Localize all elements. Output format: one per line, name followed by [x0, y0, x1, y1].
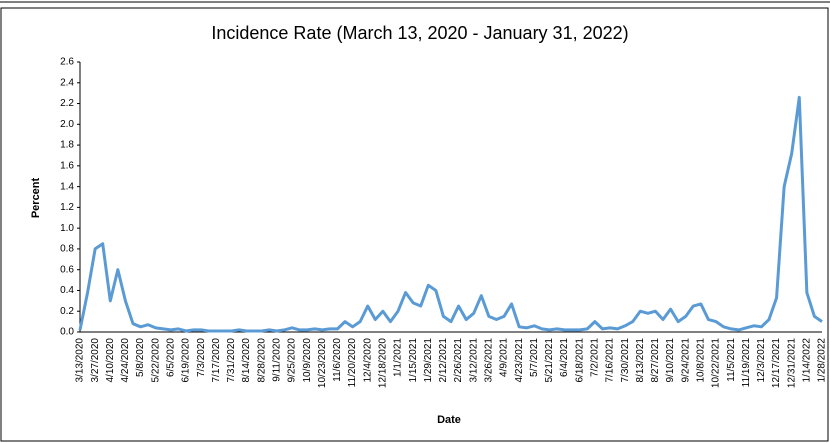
x-tick-label: 4/23/2021 — [514, 338, 525, 383]
x-tick-label: 10/9/2020 — [302, 338, 313, 383]
data-line — [78, 95, 823, 333]
x-tick-label: 6/19/2020 — [181, 338, 192, 383]
x-tick-label: 5/8/2020 — [135, 338, 146, 377]
x-tick-label: 6/5/2020 — [165, 338, 176, 377]
chart-frame — [0, 7, 829, 442]
y-tick-label: 1.0 — [60, 223, 74, 234]
x-tick-label: 3/27/2020 — [90, 338, 101, 383]
x-axis-title: Date — [437, 414, 461, 426]
y-tick-label: 2.2 — [60, 98, 74, 109]
x-tick-label: 11/6/2020 — [332, 338, 343, 382]
x-tick-label: 7/2/2021 — [589, 338, 600, 377]
x-tick-label: 2/12/2021 — [438, 338, 449, 383]
x-tick-label: 4/9/2021 — [499, 338, 510, 377]
x-tick-label: 5/7/2021 — [529, 338, 540, 377]
x-tick-label: 7/16/2021 — [605, 338, 616, 383]
x-tick-label: 12/17/2021 — [771, 338, 782, 388]
x-tick-label: 9/11/2020 — [271, 338, 282, 382]
x-tick-label: 4/24/2020 — [120, 338, 131, 383]
x-tick-label: 5/21/2021 — [544, 338, 555, 383]
x-tick-label: 1/28/2022 — [817, 338, 828, 383]
x-tick-label: 11/20/2020 — [347, 338, 358, 388]
y-tick-label: 0.2 — [60, 306, 74, 317]
x-tick-label: 12/3/2021 — [756, 338, 767, 383]
x-tick-label: 11/19/2021 — [741, 338, 752, 388]
x-tick-label: 12/4/2020 — [362, 338, 373, 383]
x-tick-label: 4/10/2020 — [105, 338, 116, 383]
x-tick-label: 8/27/2021 — [650, 338, 661, 383]
x-tick-label: 2/26/2021 — [453, 338, 464, 383]
x-tick-label: 6/4/2021 — [559, 338, 570, 377]
x-tick-label: 6/18/2021 — [574, 338, 585, 383]
x-tick-label: 9/24/2021 — [680, 338, 691, 383]
y-tick-label: 1.8 — [60, 140, 74, 151]
x-tick-label: 10/22/2021 — [711, 338, 722, 388]
y-axis-title: Percent — [30, 177, 42, 218]
x-tick-label: 7/3/2020 — [196, 338, 207, 377]
y-tick-label: 1.2 — [60, 202, 74, 213]
y-tick-label: 1.4 — [60, 181, 74, 192]
x-tick-label: 7/30/2021 — [620, 338, 631, 383]
x-tick-label: 8/14/2020 — [241, 338, 252, 383]
y-tick-label: 0.4 — [60, 285, 74, 296]
y-tick-label: 0.0 — [60, 327, 74, 338]
x-tick-label: 9/10/2021 — [665, 338, 676, 383]
x-tick-label: 7/17/2020 — [211, 338, 222, 383]
x-tick-label: 10/8/2021 — [695, 338, 706, 383]
x-tick-label: 10/23/2020 — [317, 338, 328, 388]
x-tick-label: 7/31/2020 — [226, 338, 237, 383]
x-tick-label: 3/12/2021 — [468, 338, 479, 383]
x-tick-label: 8/13/2021 — [635, 338, 646, 383]
x-tick-label: 11/5/2021 — [726, 338, 737, 382]
x-tick-label: 3/26/2021 — [483, 338, 494, 383]
y-tick-label: 2.0 — [60, 119, 74, 130]
x-tick-label: 1/14/2022 — [801, 338, 812, 383]
y-tick-label: 0.6 — [60, 264, 74, 275]
x-tick-label: 12/18/2020 — [377, 338, 388, 388]
x-tick-label: 5/22/2020 — [150, 338, 161, 383]
y-tick-label: 1.6 — [60, 160, 74, 171]
y-tick-label: 0.8 — [60, 244, 74, 255]
x-tick-label: 12/31/2021 — [786, 338, 797, 388]
x-tick-label: 8/28/2020 — [256, 338, 267, 383]
x-tick-label: 1/1/2021 — [393, 338, 404, 377]
x-tick-label: 1/29/2021 — [423, 338, 434, 383]
y-tick-label: 2.4 — [60, 77, 74, 88]
x-tick-label: 3/13/2020 — [75, 338, 86, 383]
x-tick-label: 1/15/2021 — [408, 338, 419, 383]
chart-title: Incidence Rate (March 13, 2020 - January… — [211, 23, 628, 43]
y-tick-label: 2.6 — [60, 57, 74, 68]
x-tick-label: 9/25/2020 — [287, 338, 298, 383]
